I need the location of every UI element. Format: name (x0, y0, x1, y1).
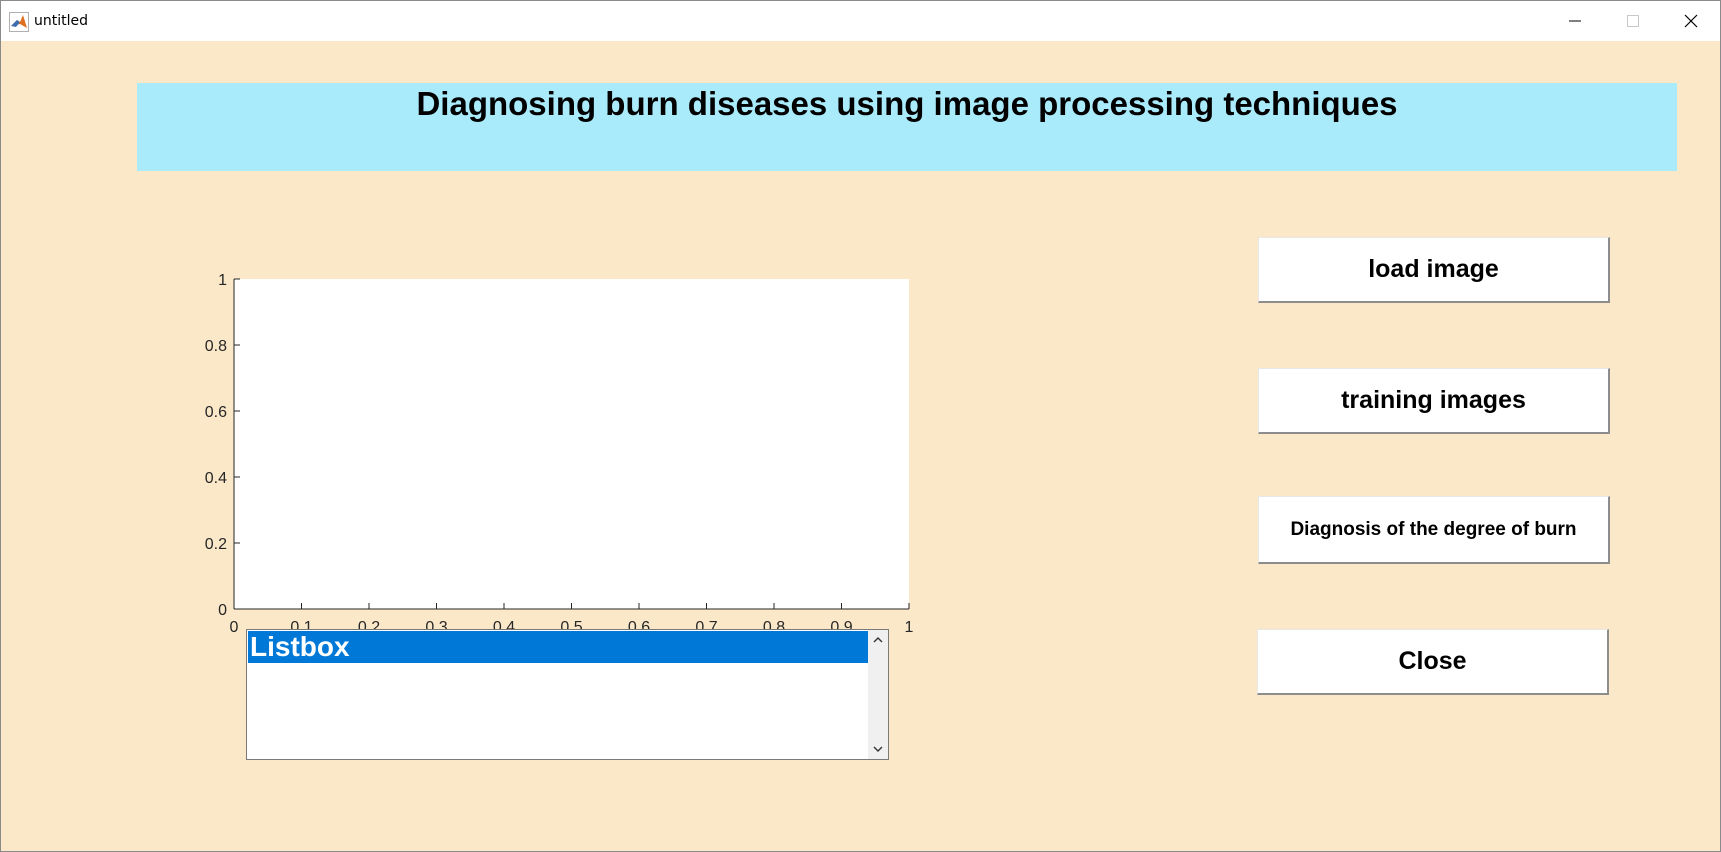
matlab-icon (9, 12, 29, 32)
load-image-button[interactable]: load image (1258, 237, 1610, 303)
page-title: Diagnosing burn diseases using image pro… (416, 85, 1398, 122)
maximize-icon (1627, 15, 1639, 27)
y-tick-label: 0 (218, 602, 227, 619)
chevron-down-icon[interactable] (871, 742, 885, 756)
x-tick-label: 1 (905, 619, 914, 636)
y-tick-label: 0.2 (205, 536, 227, 553)
diagnosis-button[interactable]: Diagnosis of the degree of burn (1258, 496, 1610, 564)
close-icon (1684, 14, 1698, 28)
training-images-button[interactable]: training images (1258, 368, 1610, 434)
header-panel: Diagnosing burn diseases using image pro… (137, 83, 1677, 171)
x-tick-label: 0 (230, 619, 239, 636)
chevron-up-icon[interactable] (871, 633, 885, 647)
close-button[interactable]: Close (1257, 629, 1609, 695)
y-tick-label: 0.6 (205, 404, 227, 421)
window-title: untitled (34, 13, 89, 29)
y-tick-label: 1 (218, 272, 227, 289)
listbox-item[interactable]: Listbox (248, 631, 868, 663)
maximize-button[interactable] (1604, 1, 1662, 41)
figure-content: Diagnosing burn diseases using image pro… (1, 41, 1720, 851)
y-tick-label: 0.8 (205, 338, 227, 355)
title-bar[interactable]: untitled (1, 1, 1720, 41)
axes-plot-area (234, 279, 909, 609)
minimize-icon (1569, 20, 1581, 22)
close-window-button[interactable] (1662, 1, 1720, 41)
y-tick-label: 0.4 (205, 470, 227, 487)
image-axes[interactable]: 0 0.1 0.2 0.3 0.4 0.5 0.6 0.7 0.8 0.9 1 00.20.40.6… (191, 221, 941, 641)
listbox-scrollbar[interactable] (868, 630, 888, 759)
result-listbox[interactable]: Listbox (246, 629, 889, 760)
minimize-button[interactable] (1546, 1, 1604, 41)
